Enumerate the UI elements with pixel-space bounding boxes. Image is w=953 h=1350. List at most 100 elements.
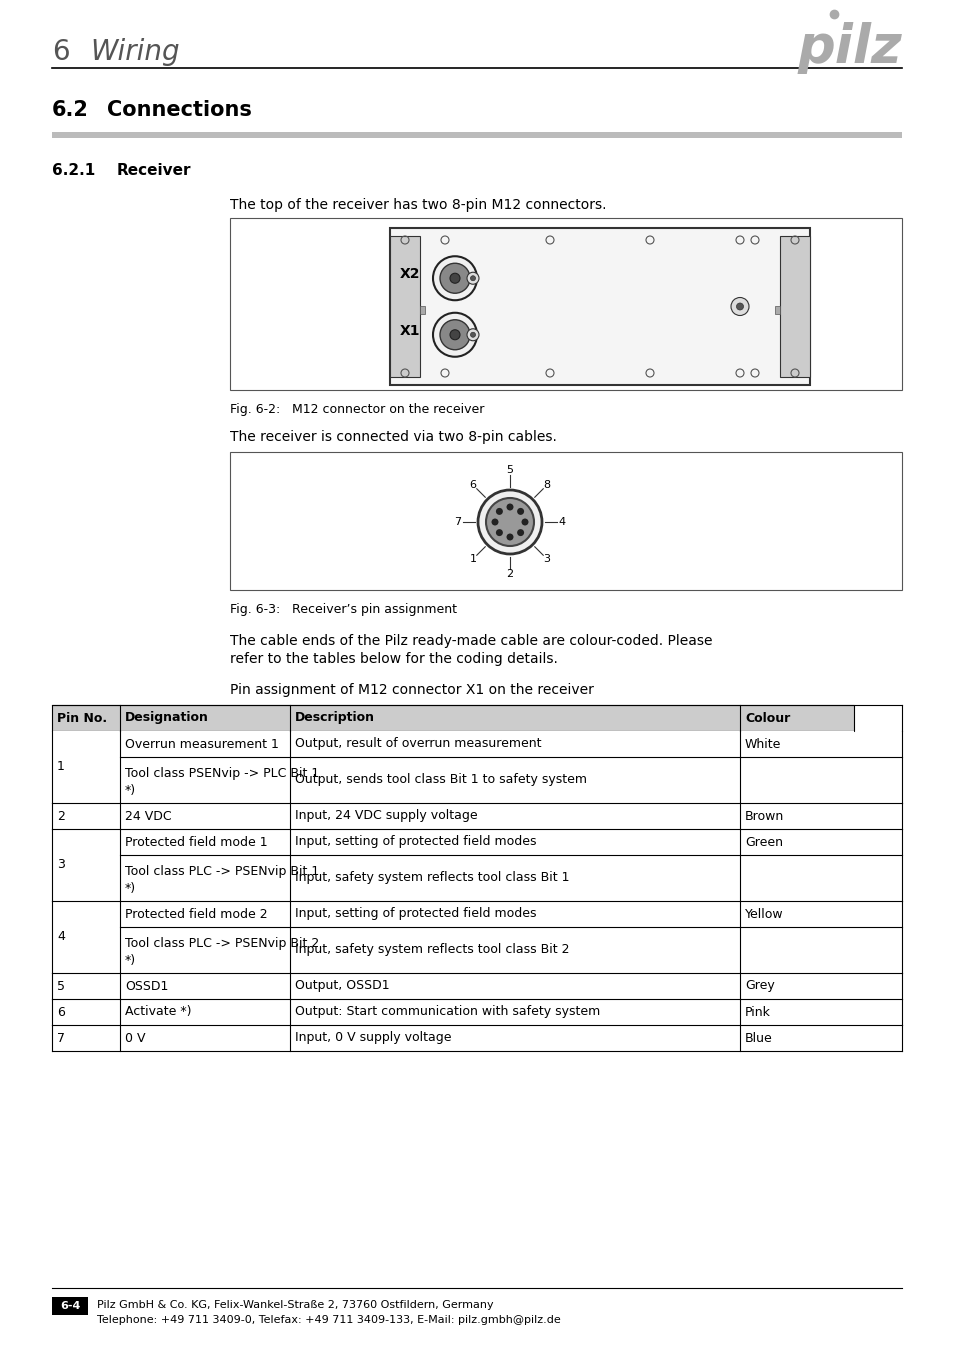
Text: 3: 3 xyxy=(542,554,550,564)
Text: 2: 2 xyxy=(506,568,513,579)
Bar xyxy=(230,217,901,390)
Text: Blue: Blue xyxy=(744,1031,772,1045)
Bar xyxy=(52,132,901,138)
Text: Description: Description xyxy=(294,711,375,725)
Text: 6: 6 xyxy=(57,1006,65,1018)
Text: 4: 4 xyxy=(57,930,65,944)
Bar xyxy=(52,973,853,999)
Circle shape xyxy=(506,533,513,540)
Text: 8: 8 xyxy=(542,481,550,490)
Text: 5: 5 xyxy=(57,980,65,992)
Text: Protected field mode 1: Protected field mode 1 xyxy=(125,836,268,849)
Bar xyxy=(390,228,809,385)
Text: Colour: Colour xyxy=(744,711,789,725)
Text: Brown: Brown xyxy=(744,810,783,822)
Text: *): *) xyxy=(125,953,136,967)
Text: The cable ends of the Pilz ready-made cable are colour-coded. Please: The cable ends of the Pilz ready-made ca… xyxy=(230,634,712,648)
Text: 6.2.1: 6.2.1 xyxy=(52,163,95,178)
Text: The receiver is connected via two 8-pin cables.: The receiver is connected via two 8-pin … xyxy=(230,431,557,444)
Text: 6-4: 6-4 xyxy=(60,1301,80,1311)
Text: Input, 24 VDC supply voltage: Input, 24 VDC supply voltage xyxy=(294,810,477,822)
Text: 4: 4 xyxy=(558,517,565,526)
Circle shape xyxy=(730,297,748,316)
Circle shape xyxy=(439,320,470,350)
Text: Tool class PSENvip -> PLC Bit 1: Tool class PSENvip -> PLC Bit 1 xyxy=(125,767,319,779)
Text: The top of the receiver has two 8-pin M12 connectors.: The top of the receiver has two 8-pin M1… xyxy=(230,198,606,212)
Text: Receiver: Receiver xyxy=(117,163,192,178)
Text: Tool class PLC -> PSENvip Bit 1: Tool class PLC -> PSENvip Bit 1 xyxy=(125,864,319,878)
Circle shape xyxy=(439,263,470,293)
Circle shape xyxy=(496,508,502,514)
Text: X2: X2 xyxy=(399,267,419,281)
Circle shape xyxy=(477,490,541,554)
Text: Fig. 6-2:: Fig. 6-2: xyxy=(230,404,280,416)
Circle shape xyxy=(485,498,534,545)
Bar xyxy=(52,705,853,730)
Circle shape xyxy=(517,529,523,536)
Circle shape xyxy=(450,273,459,284)
Circle shape xyxy=(467,329,478,340)
Text: M12 connector on the receiver: M12 connector on the receiver xyxy=(292,404,484,416)
Text: Fig. 6-3:: Fig. 6-3: xyxy=(230,603,280,616)
Bar xyxy=(780,236,809,377)
Text: Input, setting of protected field modes: Input, setting of protected field modes xyxy=(294,907,536,921)
Circle shape xyxy=(517,508,523,514)
Text: Pink: Pink xyxy=(744,1006,770,1018)
Text: pilz: pilz xyxy=(797,22,901,74)
Bar xyxy=(52,900,853,973)
Text: Receiver’s pin assignment: Receiver’s pin assignment xyxy=(292,603,456,616)
Text: Overrun measurement 1: Overrun measurement 1 xyxy=(125,737,278,751)
Bar xyxy=(230,452,901,590)
Text: 24 VDC: 24 VDC xyxy=(125,810,172,822)
Text: Output, result of overrun measurement: Output, result of overrun measurement xyxy=(294,737,541,751)
Circle shape xyxy=(736,302,742,311)
Text: Pin assignment of M12 connector X1 on the receiver: Pin assignment of M12 connector X1 on th… xyxy=(230,683,594,697)
Text: Telephone: +49 711 3409-0, Telefax: +49 711 3409-133, E-Mail: pilz.gmbh@pilz.de: Telephone: +49 711 3409-0, Telefax: +49 … xyxy=(97,1315,560,1324)
Text: X1: X1 xyxy=(399,324,419,338)
Text: Pilz GmbH & Co. KG, Felix-Wankel-Straße 2, 73760 Ostfildern, Germany: Pilz GmbH & Co. KG, Felix-Wankel-Straße … xyxy=(97,1300,493,1310)
Bar xyxy=(52,829,853,900)
Text: Wiring: Wiring xyxy=(90,38,179,66)
Circle shape xyxy=(433,313,476,356)
Text: Input, safety system reflects tool class Bit 1: Input, safety system reflects tool class… xyxy=(294,872,569,884)
Bar xyxy=(52,1025,853,1052)
Text: 5: 5 xyxy=(506,464,513,475)
Text: Activate *): Activate *) xyxy=(125,1006,192,1018)
Circle shape xyxy=(491,518,498,525)
Text: 0 V: 0 V xyxy=(125,1031,146,1045)
Text: Tool class PLC -> PSENvip Bit 2: Tool class PLC -> PSENvip Bit 2 xyxy=(125,937,319,949)
Bar xyxy=(390,236,419,377)
Text: Input, safety system reflects tool class Bit 2: Input, safety system reflects tool class… xyxy=(294,944,569,957)
Text: 1: 1 xyxy=(469,554,476,564)
Bar xyxy=(419,306,424,315)
Circle shape xyxy=(470,275,475,281)
Bar xyxy=(52,999,853,1025)
Text: Input, setting of protected field modes: Input, setting of protected field modes xyxy=(294,836,536,849)
Text: 6: 6 xyxy=(52,38,70,66)
Bar xyxy=(52,1297,88,1315)
Text: OSSD1: OSSD1 xyxy=(125,980,168,992)
Circle shape xyxy=(467,273,478,285)
Text: Output: Start communication with safety system: Output: Start communication with safety … xyxy=(294,1006,599,1018)
Text: Designation: Designation xyxy=(125,711,209,725)
Bar xyxy=(774,306,780,315)
Circle shape xyxy=(433,256,476,300)
Bar xyxy=(52,803,853,829)
Text: Protected field mode 2: Protected field mode 2 xyxy=(125,907,268,921)
Text: 7: 7 xyxy=(454,517,461,526)
Text: *): *) xyxy=(125,882,136,895)
Text: Pin No.: Pin No. xyxy=(57,711,107,725)
Bar xyxy=(52,730,853,803)
Circle shape xyxy=(450,329,459,340)
Text: 6: 6 xyxy=(469,481,476,490)
Text: Grey: Grey xyxy=(744,980,774,992)
Text: *): *) xyxy=(125,783,136,796)
Text: Output, OSSD1: Output, OSSD1 xyxy=(294,980,389,992)
Text: Green: Green xyxy=(744,836,782,849)
Text: Output, sends tool class Bit 1 to safety system: Output, sends tool class Bit 1 to safety… xyxy=(294,774,586,787)
Circle shape xyxy=(470,332,475,338)
Circle shape xyxy=(521,518,528,525)
Circle shape xyxy=(496,529,502,536)
Text: 2: 2 xyxy=(57,810,65,822)
Text: 7: 7 xyxy=(57,1031,65,1045)
